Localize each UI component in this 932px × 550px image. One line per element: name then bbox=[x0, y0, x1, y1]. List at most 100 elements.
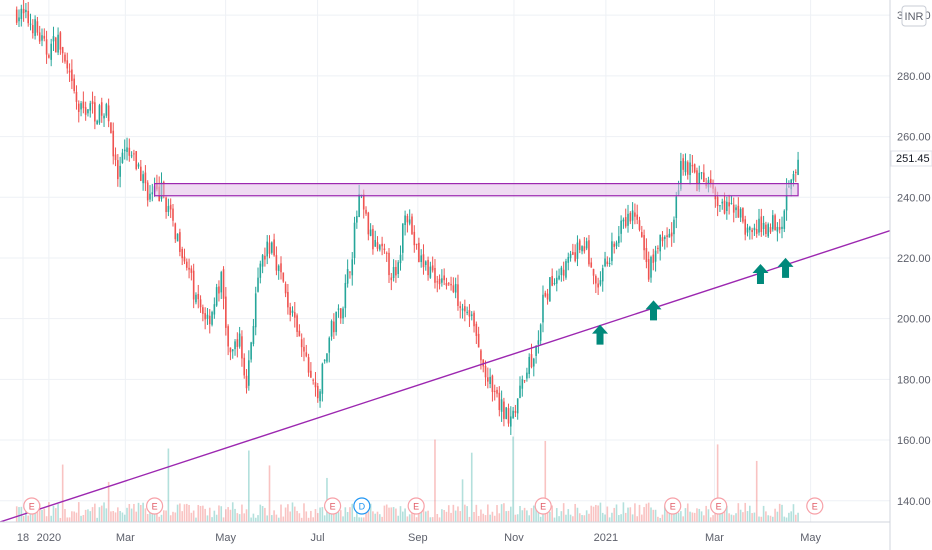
volume-bar bbox=[379, 514, 381, 522]
candle-body bbox=[73, 78, 75, 92]
candle-body bbox=[388, 252, 390, 276]
candle-body bbox=[470, 314, 473, 316]
volume-bar bbox=[310, 510, 312, 522]
candle-body bbox=[680, 161, 682, 190]
volume-bar bbox=[769, 515, 772, 522]
candle-body bbox=[126, 147, 128, 152]
volume-bar bbox=[452, 504, 455, 522]
volume-bar bbox=[611, 512, 613, 522]
volume-bar bbox=[588, 513, 590, 522]
volume-bar bbox=[468, 516, 471, 522]
candle-body bbox=[629, 212, 632, 222]
earnings-marker bbox=[23, 497, 41, 515]
candle-body bbox=[555, 277, 558, 284]
volume-bar bbox=[362, 517, 365, 522]
price-tick-label: 260.00 bbox=[897, 132, 931, 144]
candle-body bbox=[356, 216, 358, 223]
candle-body bbox=[480, 350, 482, 361]
price-axis[interactable]: 300.00280.00260.00240.00220.00200.00180.… bbox=[889, 0, 931, 550]
volume-bar bbox=[82, 515, 85, 522]
candle-body bbox=[20, 8, 23, 20]
volume-bar bbox=[530, 508, 533, 522]
candle-body bbox=[693, 164, 696, 173]
event-marker-label: E bbox=[413, 502, 419, 512]
candle-body bbox=[395, 266, 397, 276]
candle-body bbox=[532, 358, 535, 367]
volume-bar bbox=[583, 515, 586, 522]
candle-body bbox=[781, 226, 783, 229]
candle-body bbox=[792, 173, 795, 181]
candle-body bbox=[769, 227, 772, 233]
candle-body bbox=[785, 188, 788, 211]
volume-bar bbox=[303, 503, 305, 522]
candle-body bbox=[342, 308, 344, 319]
candle-body bbox=[445, 283, 448, 286]
candle-body bbox=[620, 220, 622, 234]
volume-bar bbox=[631, 514, 634, 522]
up-arrow-icon bbox=[592, 324, 609, 345]
volume-bar bbox=[323, 515, 326, 522]
candle-body bbox=[696, 170, 698, 192]
volume-bar bbox=[408, 514, 411, 522]
volume-bar bbox=[521, 510, 524, 522]
volume-bar bbox=[169, 515, 172, 522]
volume-bar bbox=[431, 517, 434, 522]
candle-body bbox=[330, 320, 333, 337]
candle-body bbox=[778, 227, 781, 230]
candle-body bbox=[349, 271, 351, 273]
volume-bar bbox=[271, 515, 273, 522]
candle-body bbox=[71, 69, 73, 81]
candle-body bbox=[567, 256, 570, 263]
candle-body bbox=[390, 277, 393, 281]
candle-body bbox=[165, 197, 167, 213]
time-axis[interactable]: 18 2020 Mar May Jul Sep Nov 2021 Mar May bbox=[0, 521, 890, 544]
volume-bar bbox=[450, 512, 452, 522]
candle-body bbox=[732, 204, 735, 213]
volume-bar bbox=[57, 503, 59, 522]
volume-bar bbox=[592, 506, 595, 522]
volume-bar bbox=[208, 507, 211, 522]
volume-bar bbox=[110, 511, 112, 522]
candle-body bbox=[663, 236, 666, 240]
volume-bar bbox=[206, 515, 209, 522]
candle-body bbox=[287, 291, 289, 308]
candle-body bbox=[537, 340, 540, 345]
candle-body bbox=[477, 333, 480, 348]
currency-badge[interactable]: INR bbox=[905, 11, 924, 23]
candle-body bbox=[100, 102, 103, 116]
candle-body bbox=[399, 254, 402, 264]
price-tick-label: 160.00 bbox=[897, 435, 931, 447]
volume-bar bbox=[636, 516, 639, 522]
volume-bar bbox=[739, 509, 742, 522]
volume-bar bbox=[539, 516, 542, 522]
volume-bar bbox=[698, 508, 701, 522]
candle-body bbox=[105, 104, 108, 116]
volume-bar bbox=[167, 448, 170, 522]
volume-bar bbox=[34, 507, 36, 522]
volume-bar bbox=[590, 505, 593, 522]
support-trendline[interactable] bbox=[0, 229, 891, 523]
candle-body bbox=[546, 293, 549, 300]
volume-bar bbox=[241, 504, 243, 522]
candle-body bbox=[80, 103, 82, 110]
volume-bar bbox=[726, 505, 728, 522]
volume-bar bbox=[119, 510, 121, 522]
volume-bar bbox=[434, 439, 436, 522]
event-marker-label: E bbox=[540, 502, 546, 512]
candle-body bbox=[726, 201, 728, 211]
up-arrow-icon bbox=[752, 263, 769, 284]
resistance-zone[interactable] bbox=[154, 183, 799, 197]
candle-body bbox=[514, 411, 517, 413]
volume-bar bbox=[36, 512, 39, 522]
volume-bar bbox=[447, 505, 450, 522]
candle-body bbox=[700, 172, 703, 174]
candle-body bbox=[271, 242, 273, 253]
volume-bar bbox=[296, 510, 298, 522]
volume-bar bbox=[415, 517, 418, 522]
volume-bar bbox=[746, 511, 749, 522]
candle-body bbox=[634, 212, 636, 217]
volume-bar bbox=[231, 502, 234, 522]
